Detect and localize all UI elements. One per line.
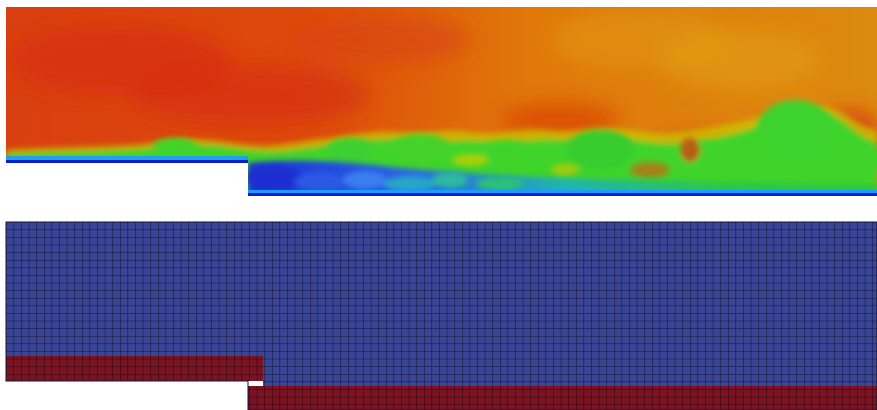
recirculation-zone xyxy=(247,160,877,196)
lower-wall-refinement-block xyxy=(248,386,877,410)
step-solid-region xyxy=(6,381,248,410)
eddy-structures xyxy=(153,100,877,178)
mesh-panel xyxy=(5,221,877,410)
fluid-mesh-block xyxy=(6,222,877,386)
flow-contour-panel xyxy=(6,7,877,196)
step-boundary-layer xyxy=(6,156,248,160)
bottom-wall-boundary-layer xyxy=(248,190,877,193)
upper-wall-refinement-block xyxy=(6,356,263,381)
